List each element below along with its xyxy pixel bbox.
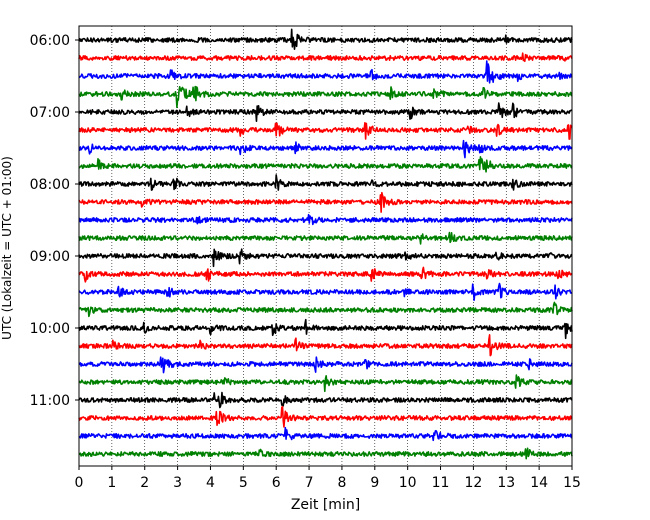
x-axis-title: Zeit [min]: [291, 497, 360, 513]
y-axis-title: UTC (Lokalzeit = UTC + 01:00): [0, 156, 14, 340]
trace-1145: [78, 447, 573, 460]
trace-0645: [78, 85, 573, 109]
trace-1115: [78, 406, 573, 428]
trace-0600: [78, 28, 573, 50]
trace-1015: [78, 334, 573, 357]
trace-1030: [78, 356, 573, 374]
trace-0930: [78, 282, 573, 301]
trace-0800: [78, 174, 573, 191]
trace-0715: [78, 121, 573, 140]
trace-0830: [78, 213, 573, 226]
y-tick-label: 10:00: [30, 321, 70, 337]
x-tick-label: 10: [399, 475, 417, 491]
x-tick-label: 6: [272, 475, 281, 491]
trace-0815: [78, 191, 573, 213]
trace-0745: [78, 156, 573, 173]
x-tick-label: 3: [173, 475, 182, 491]
x-tick-label: 12: [464, 475, 482, 491]
x-tick-label: 1: [107, 475, 116, 491]
x-tick-label: 15: [563, 475, 581, 491]
trace-0630: [78, 60, 573, 84]
trace-0915: [78, 266, 573, 283]
y-tick-label: 08:00: [30, 177, 70, 193]
x-tick-label: 14: [530, 475, 548, 491]
trace-0615: [78, 52, 573, 63]
x-tick-label: 7: [305, 475, 314, 491]
y-axis-ticks: 06:00 07:00 08:00 09:00 10:00 11:00: [30, 33, 79, 409]
x-tick-label: 2: [140, 475, 149, 491]
seismic-traces: [78, 28, 573, 460]
x-tick-label: 4: [206, 475, 215, 491]
y-tick-label: 06:00: [30, 33, 70, 49]
y-tick-label: 11:00: [30, 393, 70, 409]
x-tick-label: 11: [432, 475, 450, 491]
trace-0730: [78, 139, 573, 159]
y-tick-label: 07:00: [30, 105, 70, 121]
y-tick-label: 09:00: [30, 249, 70, 265]
trace-1000: [78, 318, 573, 340]
trace-1100: [78, 391, 573, 409]
x-tick-label: 0: [75, 475, 84, 491]
grid-lines: [111, 26, 540, 466]
x-tick-label: 5: [239, 475, 248, 491]
trace-0700: [78, 102, 573, 123]
x-tick-label: 13: [497, 475, 515, 491]
x-tick-label: 8: [337, 475, 346, 491]
trace-0945: [78, 301, 573, 318]
trace-0845: [78, 231, 573, 245]
trace-1045: [78, 374, 573, 393]
trace-0900: [78, 248, 573, 268]
trace-1130: [78, 426, 573, 442]
plot-frame: [78, 25, 573, 467]
x-tick-label: 9: [370, 475, 379, 491]
x-axis-ticks: 0 1 2 3 4 5 6 7 8 9 10 11 12 13 14 15: [75, 466, 581, 491]
